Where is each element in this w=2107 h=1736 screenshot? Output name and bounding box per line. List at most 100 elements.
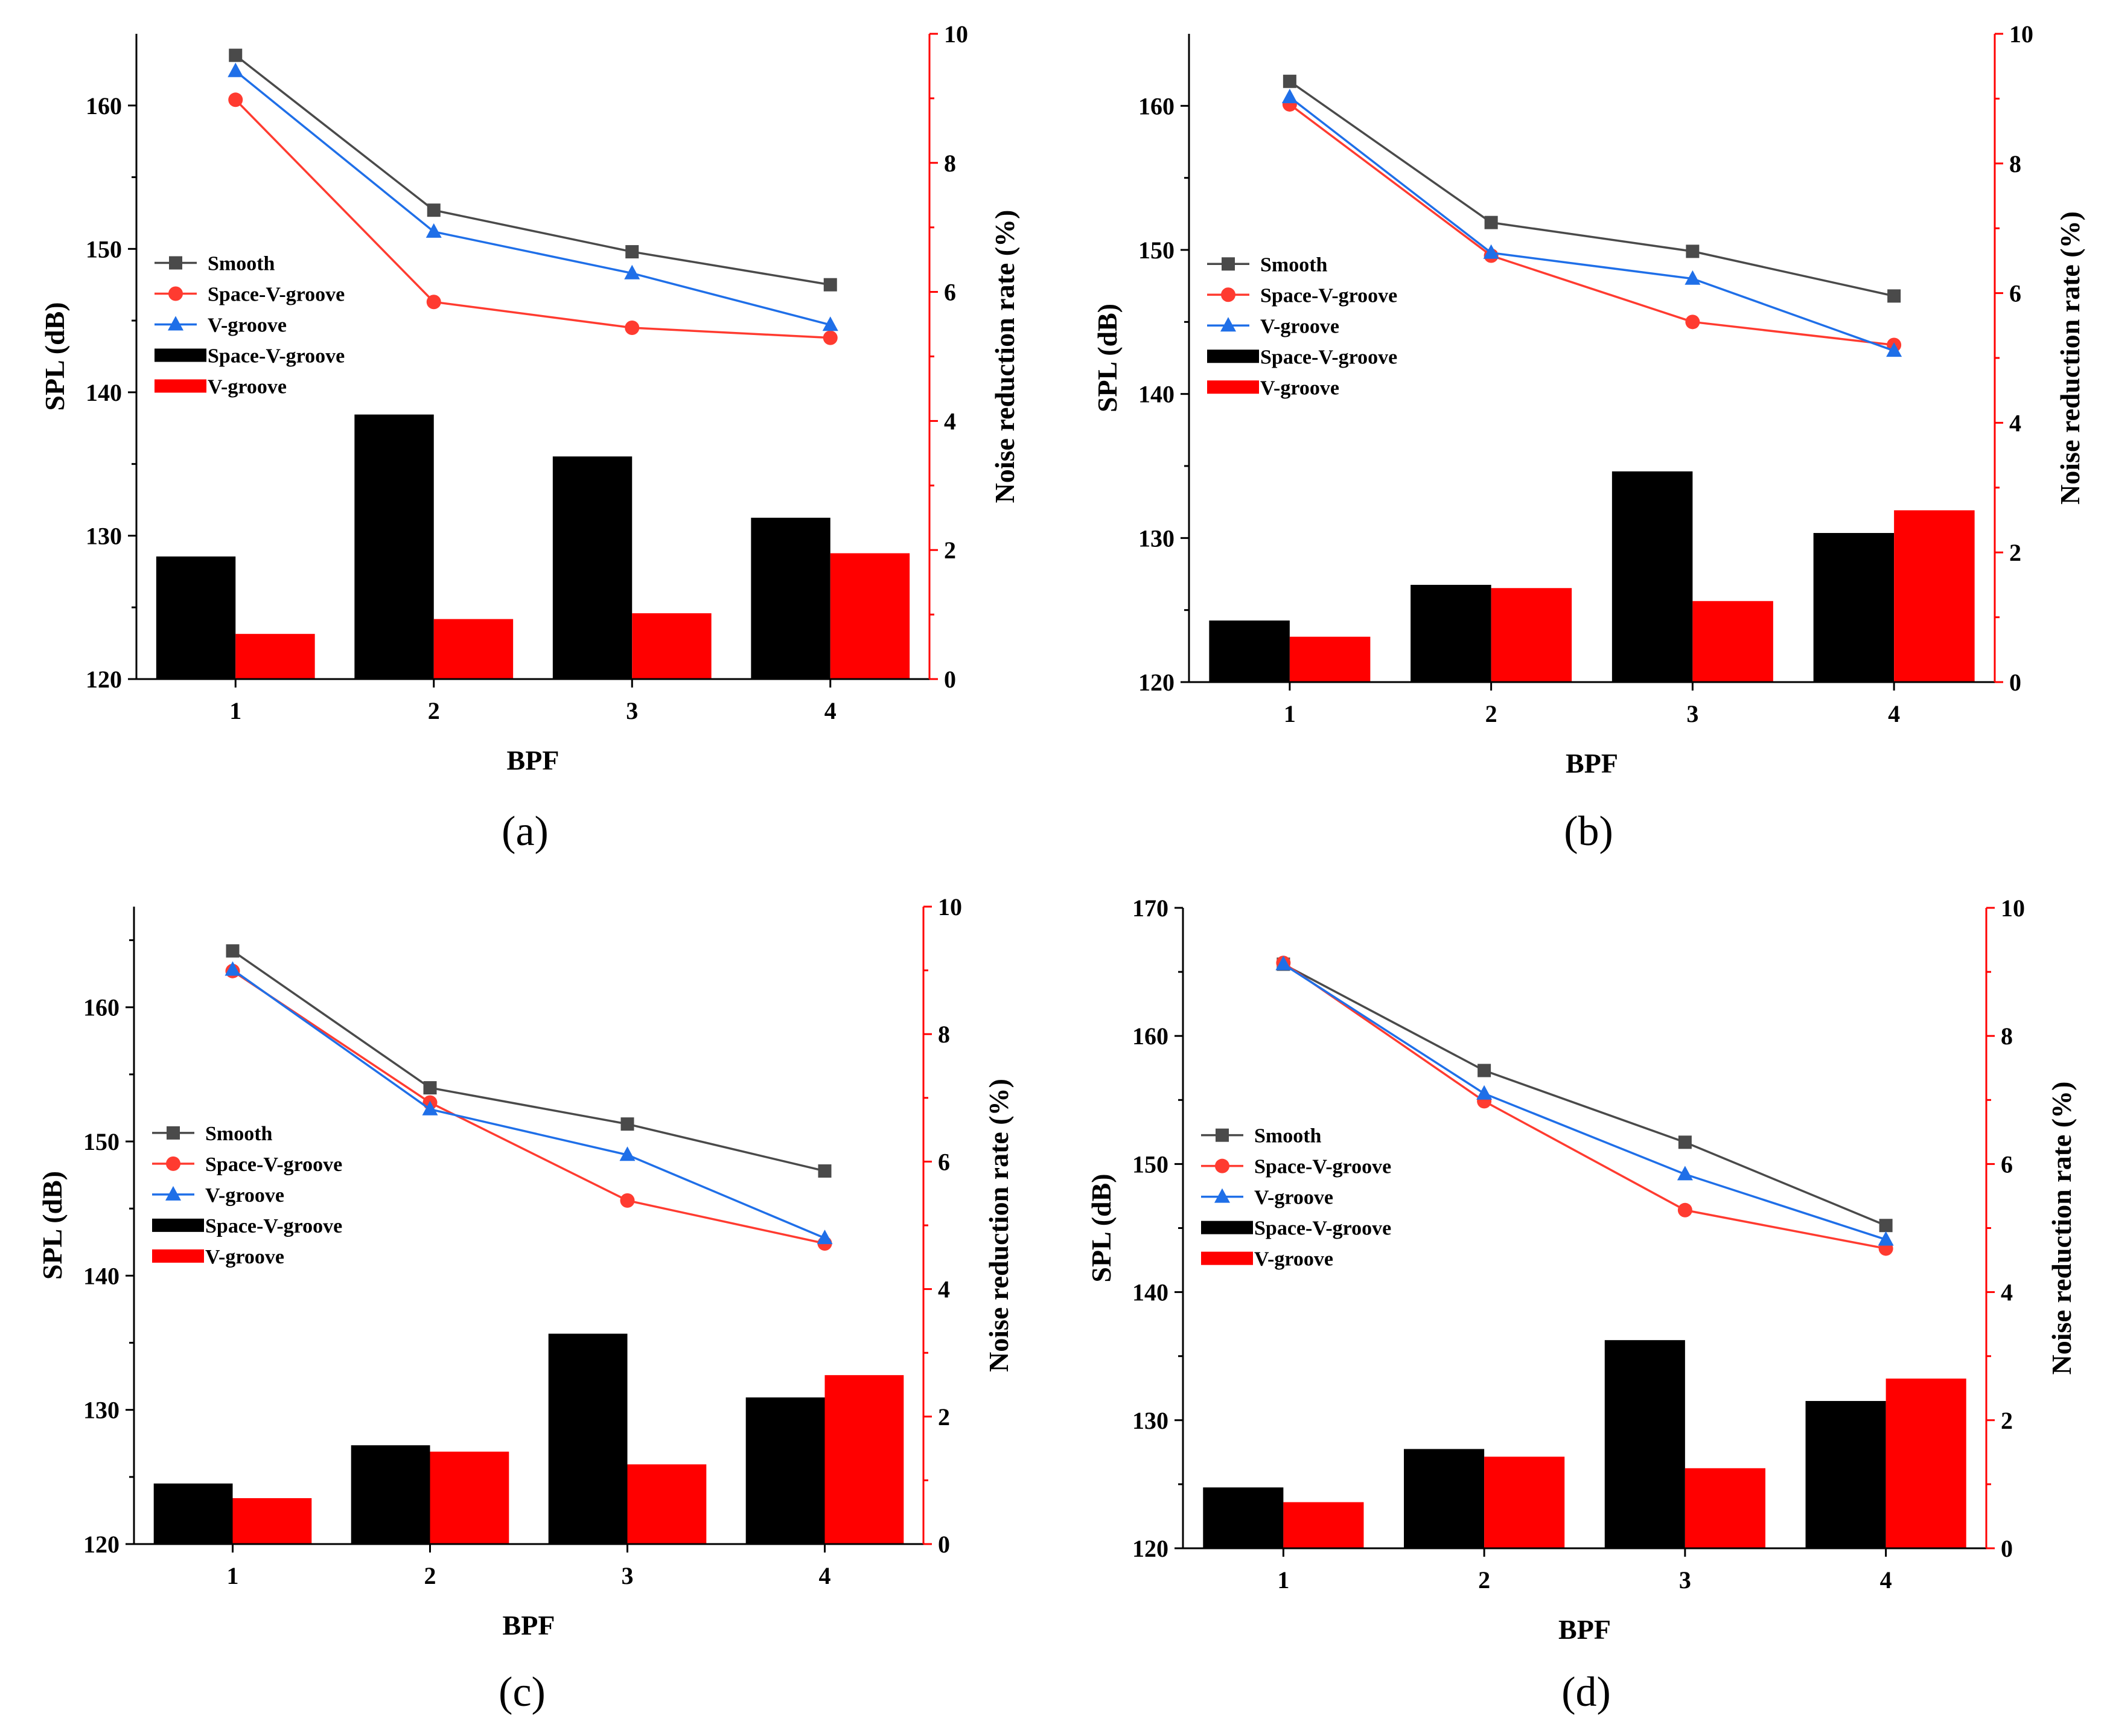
- bar-space-v-groove-3: [1611, 471, 1693, 682]
- bar-space-v-groove-3: [548, 1333, 628, 1544]
- bar-v-groove-4: [1885, 1378, 1966, 1548]
- legend-marker-square: [169, 256, 182, 270]
- legend-marker-circle: [168, 286, 183, 301]
- legend-label: Space-V-groove: [1260, 284, 1397, 307]
- x-tick-label: 2: [1485, 700, 1497, 727]
- point-v-groove-1: [1281, 89, 1298, 104]
- point-v-groove-2: [1483, 244, 1499, 259]
- legend-label: V-groove: [208, 375, 287, 398]
- point-space-v-groove-2: [426, 295, 441, 310]
- bar-space-v-groove-1: [153, 1483, 233, 1544]
- legend-label: Smooth: [1260, 254, 1328, 276]
- point-smooth-1: [226, 944, 240, 958]
- bar-v-groove-4: [1894, 510, 1975, 682]
- bar-space-v-groove-2: [1404, 1449, 1485, 1548]
- left-tick-label: 130: [86, 522, 122, 549]
- bar-v-groove-3: [632, 613, 712, 679]
- bar-space-v-groove-1: [1209, 620, 1290, 682]
- right-tick-label: 10: [2009, 21, 2033, 48]
- legend-marker-square: [1222, 257, 1235, 271]
- legend-bar-swatch: [1207, 349, 1259, 363]
- left-tick-label: 140: [1132, 1279, 1168, 1306]
- legend-marker-square: [1216, 1128, 1229, 1142]
- point-smooth-4: [823, 278, 837, 292]
- series-line-space-v-groove: [1289, 103, 1895, 346]
- series-line-space-v-groove: [232, 970, 825, 1245]
- series-line-v-groove: [1283, 963, 1887, 1241]
- point-v-groove-3: [624, 264, 640, 279]
- left-tick-label: 150: [86, 235, 122, 263]
- point-space-v-groove-1: [228, 92, 243, 107]
- x-tick-label: 3: [1679, 1566, 1691, 1594]
- right-tick-label: 10: [2001, 895, 2025, 922]
- bar-space-v-groove-4: [745, 1397, 825, 1544]
- left-tick-label: 140: [1138, 381, 1175, 408]
- x-tick-label: 4: [1888, 700, 1900, 727]
- x-tick-label: 2: [424, 1562, 436, 1589]
- bar-space-v-groove-2: [351, 1445, 430, 1544]
- bar-space-v-groove-4: [1805, 1400, 1886, 1548]
- left-tick-label: 160: [86, 92, 122, 120]
- x-tick-label: 2: [1478, 1566, 1490, 1594]
- right-tick-label: 4: [2009, 409, 2021, 436]
- x-axis-title: BPF: [503, 1610, 555, 1641]
- point-smooth-2: [423, 1081, 437, 1095]
- right-tick-label: 4: [944, 407, 956, 435]
- x-tick-label: 4: [819, 1562, 831, 1589]
- right-tick-label: 4: [938, 1276, 950, 1303]
- legend-label: Space-V-groove: [205, 1154, 342, 1176]
- point-v-groove-3: [619, 1146, 636, 1161]
- x-tick-label: 1: [1277, 1566, 1289, 1594]
- series-line-smooth: [1289, 80, 1895, 298]
- left-axis-title: SPL (dB): [37, 1171, 68, 1280]
- point-v-groove-4: [817, 1230, 833, 1245]
- legend-bar-swatch: [152, 1218, 204, 1232]
- series-line-smooth: [1283, 963, 1887, 1227]
- point-v-groove-3: [1685, 270, 1701, 285]
- x-tick-label: 4: [1880, 1566, 1892, 1594]
- legend-label: Smooth: [205, 1123, 273, 1145]
- x-tick-label: 3: [1686, 700, 1698, 727]
- legend-marker-triangle: [168, 316, 183, 331]
- bar-v-groove-4: [830, 553, 910, 679]
- legend-marker-circle: [1221, 287, 1235, 302]
- legend-label: Space-V-groove: [1260, 346, 1397, 368]
- point-space-v-groove-3: [1677, 1202, 1692, 1217]
- legend-marker-circle: [166, 1156, 180, 1171]
- bar-space-v-groove-4: [1813, 532, 1895, 682]
- right-tick-label: 6: [2009, 280, 2021, 307]
- bar-space-v-groove-3: [552, 456, 633, 679]
- x-axis-title: BPF: [1566, 748, 1618, 779]
- left-tick-label: 170: [1132, 895, 1168, 922]
- right-tick-label: 0: [944, 666, 956, 693]
- series-line-v-groove: [1289, 96, 1895, 352]
- bar-space-v-groove-2: [1411, 584, 1491, 682]
- bar-space-v-groove-2: [354, 414, 434, 679]
- point-smooth-3: [625, 245, 639, 259]
- legend-bar-swatch: [1207, 380, 1259, 394]
- bar-space-v-groove-4: [751, 517, 830, 679]
- point-smooth-2: [1477, 1064, 1491, 1077]
- point-smooth-4: [818, 1164, 832, 1178]
- x-axis-title: BPF: [507, 745, 559, 776]
- right-tick-label: 8: [938, 1021, 950, 1048]
- legend-marker-triangle: [165, 1186, 181, 1201]
- bar-v-groove-3: [1685, 1468, 1765, 1548]
- panel-label: (a): [502, 808, 549, 855]
- point-v-groove-2: [422, 1100, 438, 1115]
- point-space-v-groove-4: [823, 330, 838, 345]
- point-v-groove-1: [225, 961, 241, 976]
- series-line-space-v-groove: [1283, 962, 1886, 1250]
- legend-label: V-groove: [1260, 377, 1339, 399]
- bar-v-groove-1: [235, 634, 315, 679]
- legend-marker-triangle: [1214, 1188, 1230, 1203]
- legend-label: V-groove: [208, 314, 287, 336]
- legend-bar-swatch: [1201, 1251, 1253, 1265]
- point-v-groove-1: [1275, 956, 1292, 971]
- left-axis-title: SPL (dB): [1092, 304, 1123, 412]
- bar-v-groove-1: [232, 1498, 312, 1544]
- left-tick-label: 120: [1132, 1535, 1168, 1562]
